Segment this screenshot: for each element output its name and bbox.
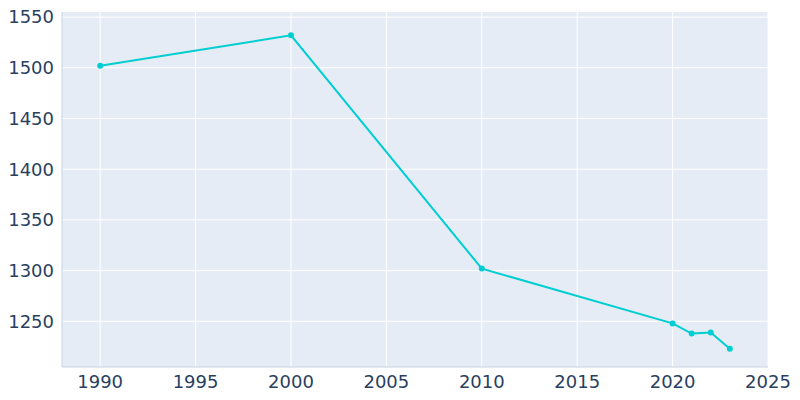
svg-text:1450: 1450 <box>8 108 54 129</box>
svg-text:1990: 1990 <box>77 371 123 392</box>
svg-text:1250: 1250 <box>8 311 54 332</box>
svg-text:2000: 2000 <box>268 371 314 392</box>
svg-text:2020: 2020 <box>650 371 696 392</box>
svg-text:2010: 2010 <box>459 371 505 392</box>
svg-text:2025: 2025 <box>745 371 791 392</box>
svg-text:1550: 1550 <box>8 6 54 27</box>
svg-text:1350: 1350 <box>8 209 54 230</box>
svg-text:2015: 2015 <box>554 371 600 392</box>
svg-text:1995: 1995 <box>173 371 219 392</box>
svg-text:1500: 1500 <box>8 57 54 78</box>
svg-text:1300: 1300 <box>8 260 54 281</box>
svg-text:2005: 2005 <box>363 371 409 392</box>
svg-text:1400: 1400 <box>8 159 54 180</box>
